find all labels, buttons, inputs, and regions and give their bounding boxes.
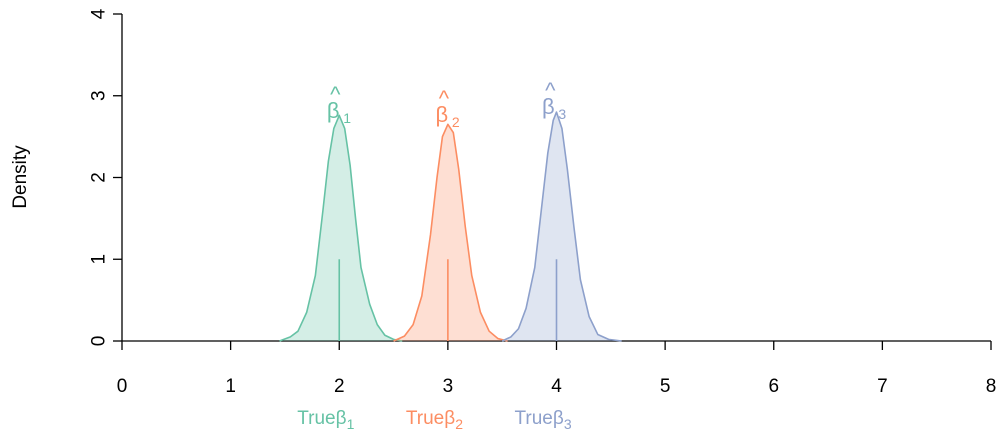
y-tick-label: 1 (89, 254, 110, 265)
true-label-symbol: β (336, 408, 347, 429)
x-tick-label: 1 (225, 376, 236, 397)
x-tick-label: 0 (117, 376, 128, 397)
true-label-subscript: 3 (564, 416, 572, 432)
estimate-label: β (436, 102, 449, 127)
estimate-label: β (327, 98, 340, 123)
x-axis: 0 1 2 3 4 5 6 7 8 (117, 340, 997, 397)
estimate-label: β (542, 94, 555, 119)
true-value-label: Trueβ3 (515, 408, 572, 432)
estimate-hat: ^ (545, 78, 556, 103)
estimate-hat: ^ (330, 82, 341, 107)
density-series-1 (279, 114, 403, 342)
y-tick-label: 2 (89, 172, 110, 183)
x-tick-label: 2 (334, 376, 345, 397)
true-label-symbol: β (444, 408, 455, 429)
density-curve (393, 123, 508, 342)
true-label-prefix: True (406, 408, 444, 429)
density-curve (501, 111, 622, 342)
estimate-hat: ^ (439, 86, 450, 111)
true-label-symbol: β (553, 408, 564, 429)
density-area (502, 112, 622, 341)
density-series-3 (501, 111, 622, 342)
density-area (393, 124, 508, 341)
y-tick-label: 4 (89, 8, 110, 19)
true-value-label: Trueβ1 (297, 408, 354, 432)
density-area (279, 115, 403, 342)
x-tick-label: 6 (768, 376, 779, 397)
x-tick-label: 8 (986, 376, 997, 397)
y-tick-label: 0 (89, 336, 110, 347)
x-tick-label: 4 (551, 376, 562, 397)
estimate-label-subscript: 2 (452, 114, 460, 130)
x-tick-label: 3 (443, 376, 454, 397)
true-label-prefix: True (515, 408, 553, 429)
density-series-2 (393, 123, 508, 342)
x-tick-label: 7 (877, 376, 888, 397)
estimate-label-subscript: 1 (343, 110, 351, 126)
true-label-subscript: 1 (347, 416, 355, 432)
true-label-subscript: 2 (455, 416, 463, 432)
y-axis-title: Density (10, 145, 31, 209)
true-value-label: Trueβ2 (406, 408, 463, 432)
density-curve (279, 114, 403, 342)
density-series (279, 111, 622, 342)
true-label-prefix: True (297, 408, 335, 429)
estimate-label-subscript: 3 (558, 106, 566, 122)
y-tick-label: 3 (89, 90, 110, 101)
y-axis: 0 1 2 3 4 (89, 8, 123, 347)
x-tick-label: 5 (660, 376, 671, 397)
